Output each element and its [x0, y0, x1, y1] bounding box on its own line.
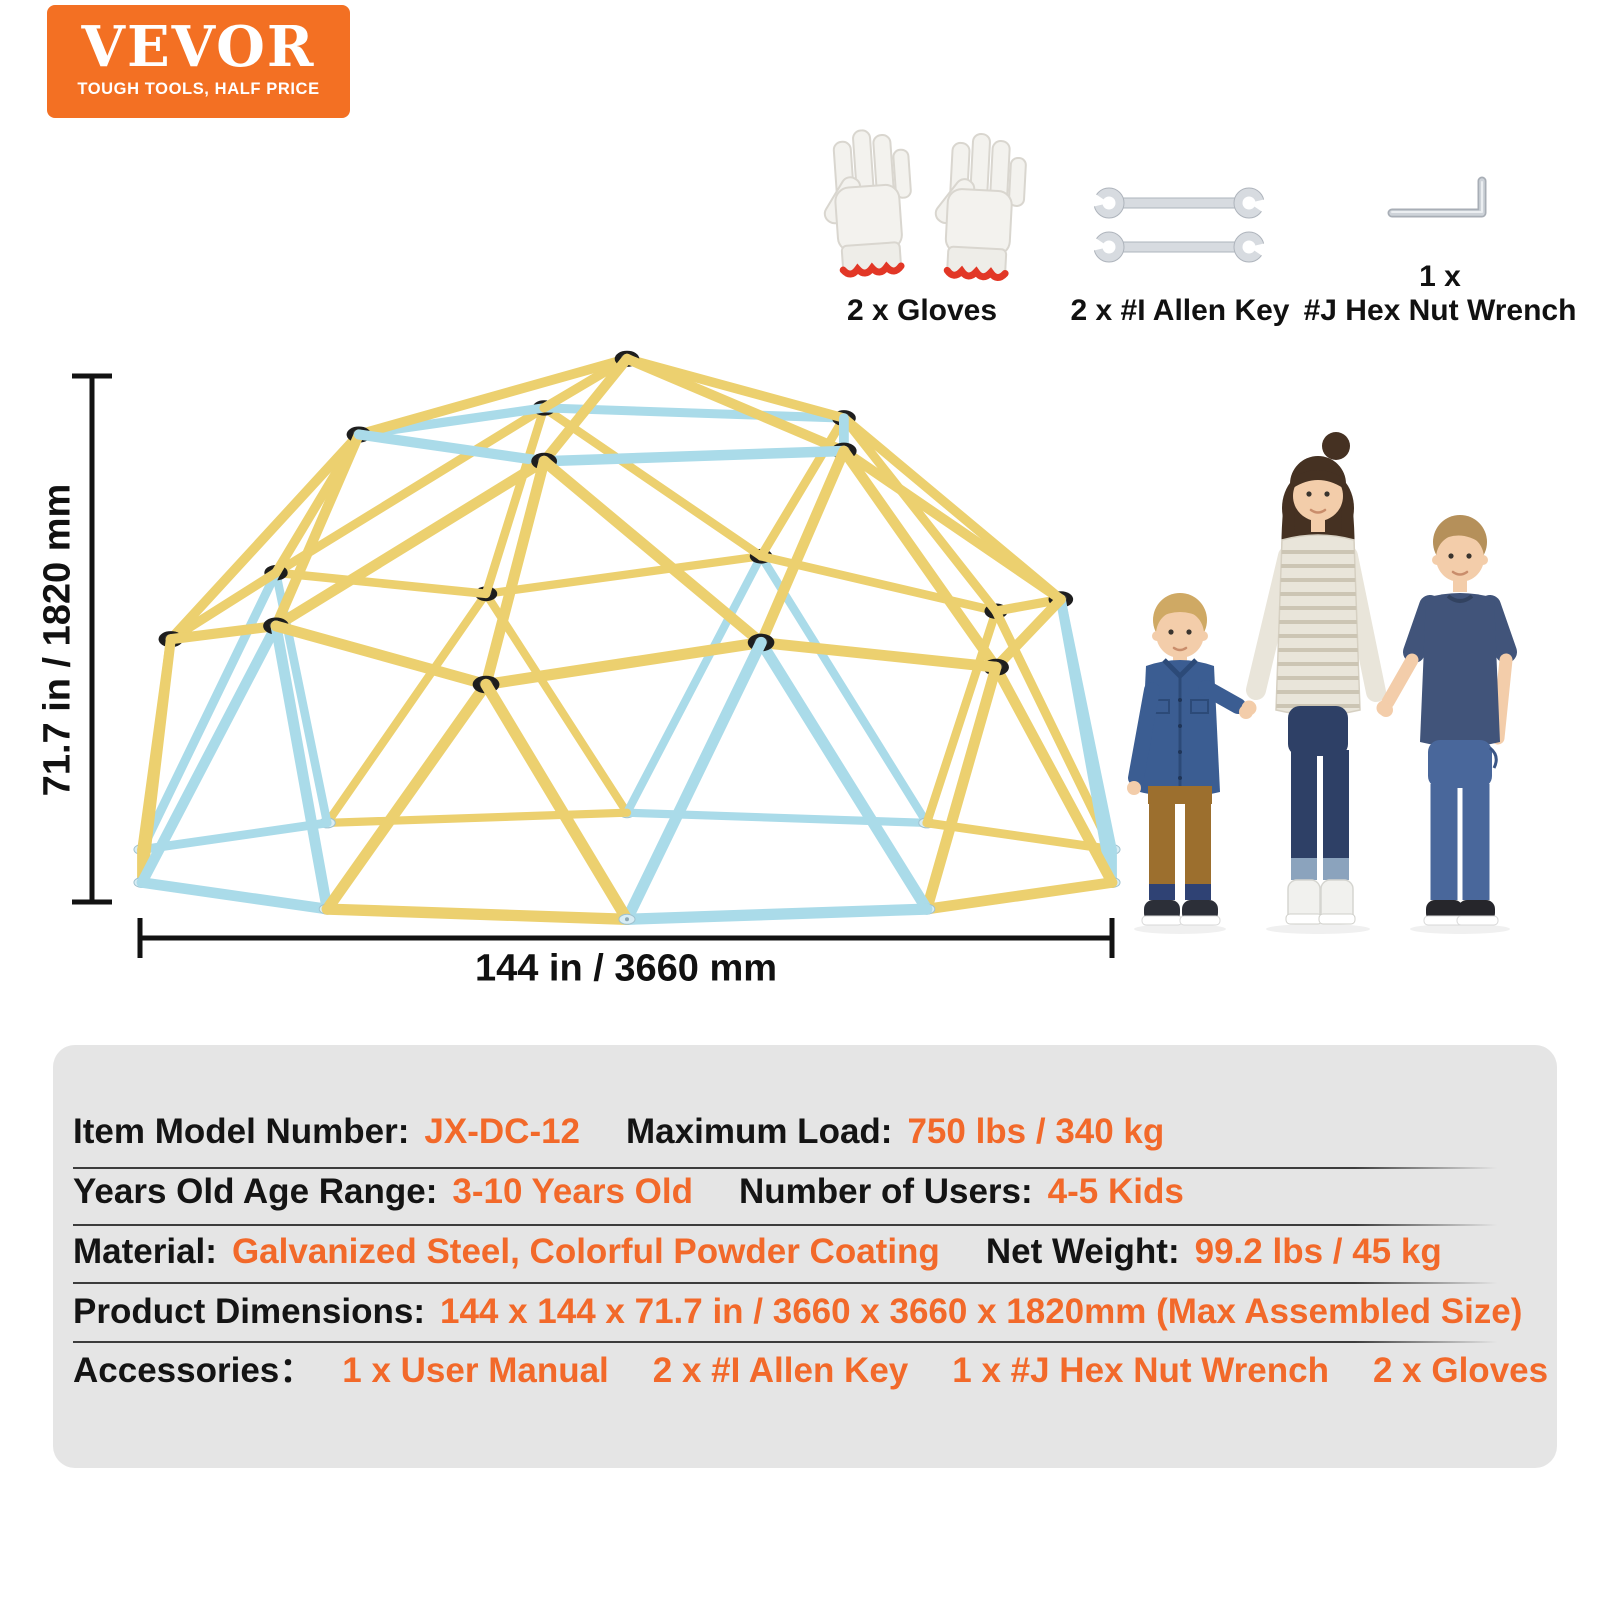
spec-row-material-weight: Material: Galvanized Steel, Colorful Powd…	[73, 1222, 1547, 1282]
spec-value: 1 x #J Hex Nut Wrench	[952, 1351, 1329, 1390]
spec-value: Galvanized Steel, Colorful Powder Coatin…	[231, 1232, 940, 1271]
hex-wrench-label: #J Hex Nut Wrench	[1303, 294, 1577, 327]
spec-value: 99.2 lbs / 45 kg	[1194, 1232, 1442, 1271]
spec-label: Net Weight:	[985, 1232, 1180, 1271]
hex-wrench-count-label: 1 x	[1419, 260, 1461, 293]
child-girl	[1241, 432, 1392, 934]
spec-value: 4-5 Kids	[1047, 1172, 1184, 1211]
spec-value: 144 x 144 x 71.7 in / 3660 x 3660 x 1820…	[439, 1292, 1523, 1331]
spec-value: 3-10 Years Old	[452, 1172, 693, 1211]
vevor-logo: VEVOR TOUGH TOOLS, HALF PRICE	[47, 5, 350, 118]
children-illustration	[1127, 432, 1517, 934]
spec-label: Years Old Age Range:	[73, 1172, 438, 1211]
height-dimension-label: 71.7 in / 1820 mm	[36, 483, 79, 797]
brand-tagline: TOUGH TOOLS, HALF PRICE	[77, 80, 320, 98]
child-boy	[1379, 515, 1517, 934]
spec-value: 2 x Gloves	[1372, 1351, 1549, 1390]
spec-row-dimensions: Product Dimensions: 144 x 144 x 71.7 in /…	[73, 1282, 1547, 1342]
spec-value: JX-DC-12	[424, 1112, 581, 1151]
spec-label: Accessories：	[73, 1351, 315, 1390]
hex-nut-wrench-icon	[1387, 176, 1487, 218]
spec-value: 2 x #I Allen Key	[652, 1351, 909, 1390]
spec-panel: Item Model Number: JX-DC-12 Maximum Load: 7…	[53, 1045, 1557, 1468]
spec-label: Product Dimensions:	[73, 1292, 425, 1331]
spec-value: 1 x User Manual	[342, 1351, 609, 1390]
spec-divider	[73, 1341, 1497, 1343]
height-dimension-line	[72, 373, 112, 905]
child-toddler	[1127, 593, 1253, 934]
allen-key-icon	[1083, 187, 1275, 263]
spec-label: Item Model Number:	[73, 1112, 410, 1151]
gloves-label: 2 x Gloves	[846, 294, 998, 327]
spec-label: Material:	[73, 1232, 217, 1271]
width-dimension-label: 144 in / 3660 mm	[474, 947, 778, 990]
spec-label: Maximum Load:	[626, 1112, 893, 1151]
spec-value: 750 lbs / 340 kg	[907, 1112, 1165, 1151]
climbing-dome-illustration	[133, 350, 1121, 925]
spec-row-age-users: Years Old Age Range: 3-10 Years Old Number…	[73, 1162, 1547, 1222]
spec-divider	[73, 1224, 1497, 1226]
brand-name: VEVOR	[81, 14, 316, 80]
spec-row-model-load: Item Model Number: JX-DC-12 Maximum Load: 7…	[73, 1102, 1547, 1162]
gloves-icon	[823, 129, 1027, 282]
spec-row-accessories: Accessories： 1 x User Manual 2 x #I Allen …	[73, 1341, 1549, 1401]
spec-label: Number of Users:	[739, 1172, 1033, 1211]
spec-divider	[73, 1282, 1497, 1284]
allen-key-label: 2 x #I Allen Key	[1070, 294, 1290, 327]
width-dimension-line	[137, 918, 1115, 958]
spec-divider	[73, 1167, 1497, 1169]
